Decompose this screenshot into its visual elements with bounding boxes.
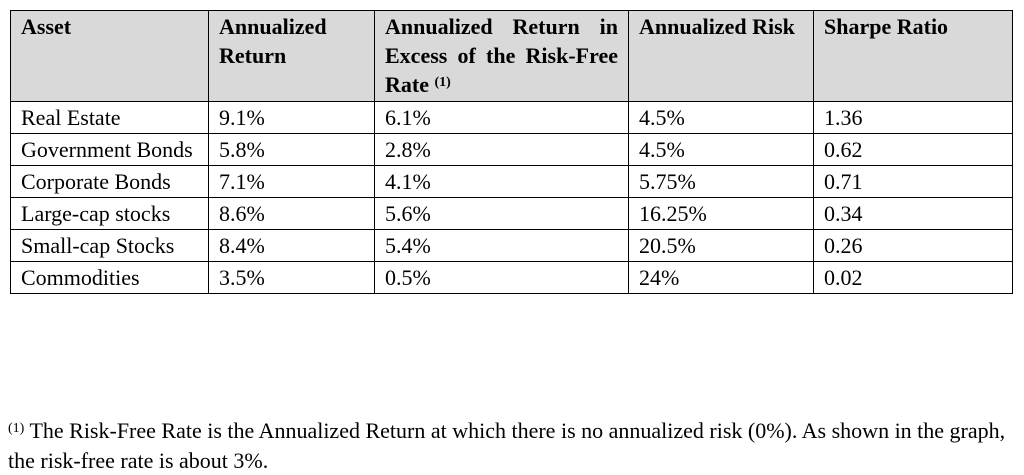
table-cell: Government Bonds bbox=[10, 133, 209, 166]
table-cell: 8.4% bbox=[208, 229, 375, 262]
table-cell: 5.8% bbox=[208, 133, 375, 166]
table-cell: 1.36 bbox=[813, 101, 1013, 134]
table-cell: 4.5% bbox=[628, 101, 814, 134]
table-cell: 0.5% bbox=[374, 261, 629, 294]
table-cell: Real Estate bbox=[10, 101, 209, 134]
table-row: Real Estate 9.1% 6.1% 4.5% 1.36 bbox=[10, 101, 1013, 134]
table-cell: 20.5% bbox=[628, 229, 814, 262]
table-cell: 16.25% bbox=[628, 197, 814, 230]
table-cell: 0.71 bbox=[813, 165, 1013, 198]
table-cell: 4.1% bbox=[374, 165, 629, 198]
table-cell: 3.5% bbox=[208, 261, 375, 294]
header-cell: Sharpe Ratio bbox=[813, 10, 1013, 102]
table-cell: 0.02 bbox=[813, 261, 1013, 294]
table-row: Large-cap stocks 8.6% 5.6% 16.25% 0.34 bbox=[10, 197, 1013, 230]
header-text: Annualized Risk bbox=[639, 14, 795, 39]
table-row: Government Bonds 5.8% 2.8% 4.5% 0.62 bbox=[10, 133, 1013, 166]
table-cell: Small-cap Stocks bbox=[10, 229, 209, 262]
footnote-marker: (1) bbox=[8, 421, 25, 436]
header-cell: Annualized Risk bbox=[628, 10, 814, 102]
table-cell: 0.62 bbox=[813, 133, 1013, 166]
table-cell: 8.6% bbox=[208, 197, 375, 230]
table-cell: 0.34 bbox=[813, 197, 1013, 230]
table-cell: 9.1% bbox=[208, 101, 375, 134]
header-text: Annualized Return in Excess of the Risk-… bbox=[385, 14, 618, 97]
table-cell: Large-cap stocks bbox=[10, 197, 209, 230]
header-cell: Asset bbox=[10, 10, 209, 102]
header-text: Asset bbox=[21, 14, 72, 39]
header-note: (1) bbox=[434, 75, 451, 90]
data-table: Asset Annualized Return Annualized Return … bbox=[10, 10, 1013, 294]
table-cell: 4.5% bbox=[628, 133, 814, 166]
table-cell: 7.1% bbox=[208, 165, 375, 198]
table-body: Real Estate 9.1% 6.1% 4.5% 1.36 Government Bo… bbox=[10, 101, 1013, 294]
table-cell: 24% bbox=[628, 261, 814, 294]
header-text: Annualized Return bbox=[219, 14, 327, 68]
header-text: Sharpe Ratio bbox=[824, 14, 949, 39]
header-cell: Annualized Return bbox=[208, 10, 375, 102]
table-row: Commodities 3.5% 0.5% 24% 0.02 bbox=[10, 261, 1013, 294]
table-row: Small-cap Stocks 8.4% 5.4% 20.5% 0.26 bbox=[10, 229, 1013, 262]
table-cell: 5.6% bbox=[374, 197, 629, 230]
header-cell: Annualized Return in Excess of the Risk-… bbox=[374, 10, 629, 102]
footnote: (1) The Risk-Free Rate is the Annualized… bbox=[8, 416, 1013, 475]
header-row: Asset Annualized Return Annualized Return … bbox=[10, 10, 1013, 102]
table-row: Corporate Bonds 7.1% 4.1% 5.75% 0.71 bbox=[10, 165, 1013, 198]
table-cell: 5.75% bbox=[628, 165, 814, 198]
table-cell: 2.8% bbox=[374, 133, 629, 166]
table-cell: Corporate Bonds bbox=[10, 165, 209, 198]
table-cell: 6.1% bbox=[374, 101, 629, 134]
footnote-text: The Risk-Free Rate is the Annualized Ret… bbox=[8, 418, 1006, 473]
table-cell: 0.26 bbox=[813, 229, 1013, 262]
table-cell: Commodities bbox=[10, 261, 209, 294]
table-cell: 5.4% bbox=[374, 229, 629, 262]
